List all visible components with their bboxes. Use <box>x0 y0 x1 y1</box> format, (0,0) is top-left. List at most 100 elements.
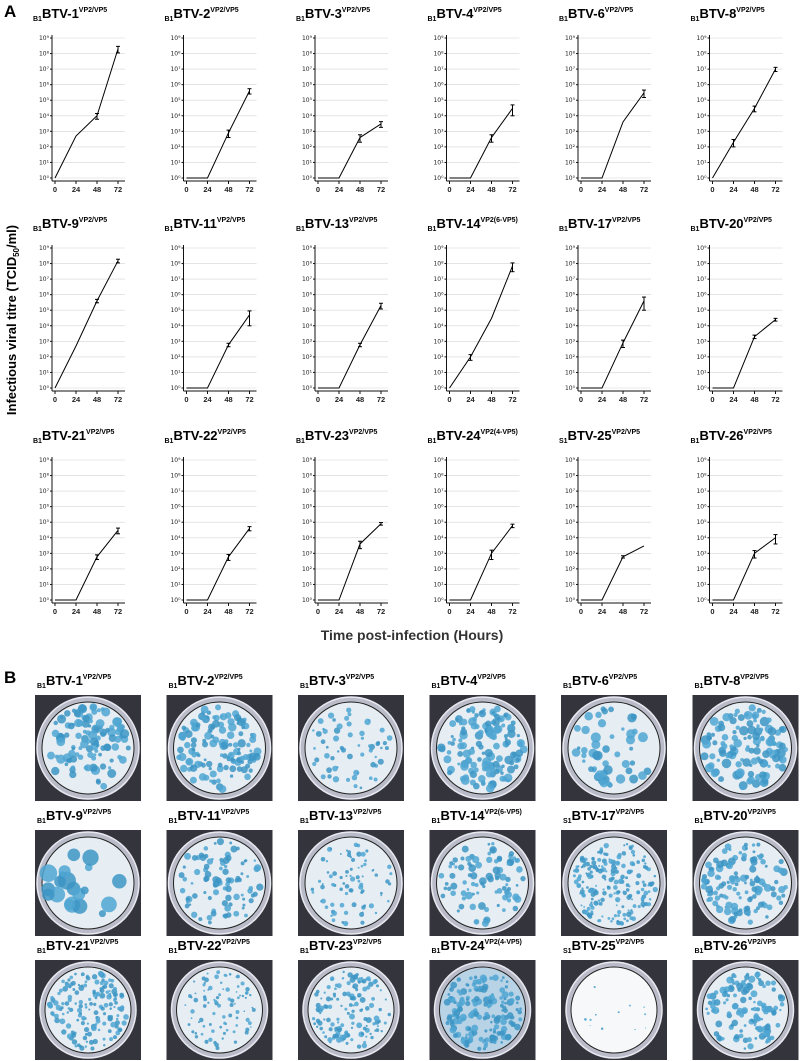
plaque <box>460 718 468 726</box>
plaque <box>626 870 631 874</box>
y-tick-label: 10³ <box>302 128 313 135</box>
plaque <box>341 920 345 924</box>
plaque <box>506 862 511 866</box>
plaque <box>193 722 197 726</box>
plaque <box>707 893 711 897</box>
y-tick-label: 10³ <box>696 338 707 345</box>
plaque <box>715 1000 719 1004</box>
y-tick-label: 10¹ <box>170 581 181 588</box>
plaque <box>89 1001 93 1006</box>
plaque <box>608 858 614 864</box>
plaque <box>341 976 345 980</box>
x-tick-label: 24 <box>729 395 738 404</box>
plaque <box>617 1011 620 1014</box>
plaque <box>479 710 484 715</box>
plaque <box>750 864 755 869</box>
plaque <box>717 723 726 732</box>
y-tick-label: 10¹ <box>696 369 707 376</box>
plaque <box>747 734 752 740</box>
plaque <box>331 910 337 916</box>
plaque <box>64 1001 70 1006</box>
y-tick-label: 10¹ <box>170 159 181 166</box>
plaque <box>593 865 596 868</box>
plaque <box>762 750 770 758</box>
plaque <box>372 868 375 871</box>
panel-title: B1BTV-13VP2/VP5 <box>296 216 378 233</box>
title-subscript: B1 <box>559 226 568 233</box>
plaque <box>490 720 494 724</box>
title-subscript: B1 <box>432 818 441 825</box>
plaque <box>628 885 631 888</box>
plaque <box>597 899 601 902</box>
title-name: BTV-14 <box>440 808 485 823</box>
plaque <box>339 1034 345 1040</box>
plaque <box>615 896 621 903</box>
plaque <box>752 1006 758 1012</box>
plaque <box>613 885 618 890</box>
plaque-image <box>692 830 799 936</box>
plaque <box>236 721 240 725</box>
plaque <box>237 747 241 751</box>
plaque <box>756 1025 763 1033</box>
plaque <box>359 1008 363 1013</box>
plaque <box>64 710 71 717</box>
plaque <box>469 976 473 980</box>
plaque <box>383 1021 387 1025</box>
plaque <box>610 867 616 874</box>
plaque-image <box>429 695 536 801</box>
plaque <box>67 722 75 730</box>
plaque <box>70 980 76 986</box>
title-name: BTV-26 <box>703 938 747 953</box>
plaque <box>501 1009 504 1012</box>
plaque <box>740 980 746 985</box>
plaque <box>461 845 469 853</box>
title-superscript: VP2/VP5 <box>748 939 777 946</box>
plaque <box>759 771 767 779</box>
plaque-image <box>166 695 273 801</box>
plaque <box>470 761 477 769</box>
plaque <box>482 884 486 889</box>
plaque <box>80 1021 85 1026</box>
plaque <box>742 758 751 767</box>
plaque <box>99 763 107 770</box>
y-tick-label: 10³ <box>565 338 576 345</box>
y-tick-label: 10³ <box>39 128 50 135</box>
plaque <box>459 742 467 750</box>
plaque <box>244 996 247 999</box>
plaque <box>753 1023 757 1027</box>
plaque <box>195 722 201 728</box>
y-tick-label: 10⁰ <box>302 385 313 392</box>
plaque <box>230 845 238 853</box>
plaque <box>330 1022 335 1027</box>
y-tick-label: 10⁸ <box>565 51 576 58</box>
plaque <box>327 1004 333 1010</box>
plaque <box>590 905 595 910</box>
plaque <box>88 718 93 724</box>
plaque <box>177 746 184 754</box>
plaque <box>184 1004 187 1006</box>
plaque <box>64 762 69 767</box>
plaque <box>239 755 246 762</box>
title-name: BTV-6 <box>568 6 605 21</box>
plaque <box>489 846 497 854</box>
x-tick-label: 24 <box>203 607 212 616</box>
plaque <box>510 751 517 759</box>
plaque <box>503 713 507 718</box>
plaque <box>206 914 213 921</box>
plaque <box>607 917 611 920</box>
y-tick-label: 10¹ <box>302 159 313 166</box>
plaque <box>90 1046 95 1051</box>
plaque <box>211 857 214 861</box>
plaque <box>222 753 228 759</box>
plaque <box>100 707 105 712</box>
x-tick-label: 48 <box>487 607 495 616</box>
y-tick-label: 10⁷ <box>433 276 444 283</box>
plaque <box>706 735 712 741</box>
plaque <box>74 1002 78 1005</box>
plaque <box>644 1013 647 1016</box>
plaque <box>760 1017 764 1021</box>
error-bar <box>95 113 99 120</box>
plaque <box>108 994 112 998</box>
plaque <box>586 906 591 911</box>
plaque <box>717 1036 723 1042</box>
